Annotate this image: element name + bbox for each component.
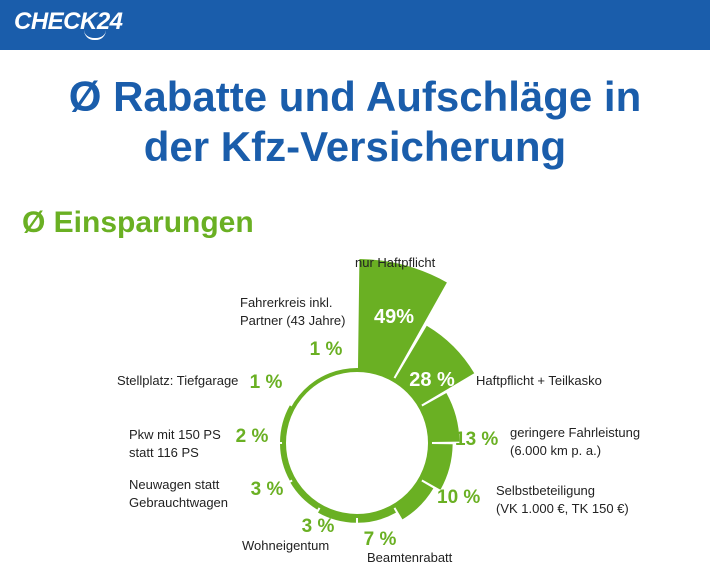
category-label-9: Stellplatz: Tiefgarage	[117, 373, 238, 388]
title-line-2: der Kfz-Versicherung	[143, 123, 567, 170]
category-label-1: nur Haftpflicht	[355, 255, 436, 270]
category-label-7-line-2: Gebrauchtwagen	[129, 495, 228, 510]
value-label-10: 1 %	[310, 339, 343, 360]
value-label-1: 49%	[374, 306, 414, 328]
bar-3	[420, 392, 460, 443]
section-subtitle: Ø Einsparungen	[22, 206, 254, 239]
bar-9	[280, 443, 294, 481]
category-label-3: geringere Fahrleistung	[510, 425, 640, 440]
category-label-5: Beamtenrabatt	[367, 550, 453, 565]
inner-ring	[282, 368, 432, 518]
bar-5	[394, 480, 434, 520]
category-label-4: Selbstbeteiligung	[496, 483, 595, 498]
value-label-4: 10 %	[437, 487, 480, 508]
bar-6	[357, 506, 396, 523]
bar-7	[318, 506, 357, 523]
value-label-5: 7 %	[364, 529, 397, 550]
value-label-9: 1 %	[250, 372, 283, 393]
title-line-1: Ø Rabatte und Aufschläge in	[68, 73, 642, 120]
bar-8	[290, 480, 320, 510]
bar-4	[420, 443, 453, 490]
page-title: Ø Rabatte und Aufschläge in der Kfz-Vers…	[0, 72, 710, 172]
category-label-2: Haftpflicht + Teilkasko	[476, 373, 602, 388]
category-label-8-line-2: statt 116 PS	[129, 445, 199, 460]
value-label-3: 13 %	[455, 429, 498, 450]
category-label-6: Wohneigentum	[242, 538, 329, 553]
header-bar: CHECK24	[0, 0, 710, 50]
category-label-10-line-2: Partner (43 Jahre)	[240, 313, 346, 328]
value-label-6: 3 %	[302, 516, 335, 537]
bar-10	[280, 405, 294, 443]
category-label-8: Pkw mit 150 PS	[129, 427, 221, 442]
value-label-7: 3 %	[251, 479, 284, 500]
category-label-10: Fahrerkreis inkl.	[240, 295, 332, 310]
category-label-3-line-2: (6.000 km p. a.)	[510, 443, 601, 458]
logo-swoosh-icon	[84, 30, 106, 40]
category-label-4-line-2: (VK 1.000 €, TK 150 €)	[496, 501, 629, 516]
value-label-8: 2 %	[236, 426, 269, 447]
bar-1	[357, 259, 447, 380]
category-label-7: Neuwagen statt	[129, 477, 220, 492]
bar-2	[394, 325, 475, 406]
value-label-2: 28 %	[409, 369, 455, 391]
